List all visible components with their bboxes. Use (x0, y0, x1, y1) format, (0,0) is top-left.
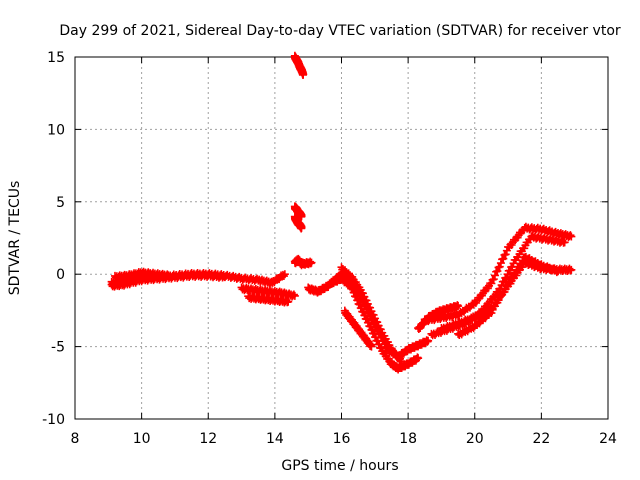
x-tick-label: 12 (199, 431, 217, 447)
data-point (307, 258, 316, 267)
data-point (220, 273, 229, 282)
series-track-g (290, 202, 306, 221)
y-tick-labels: -10 -5 0 5 10 15 (42, 50, 65, 428)
data-point (299, 70, 308, 79)
data-point (567, 232, 576, 241)
y-tick-label: -5 (51, 340, 65, 356)
series-track-h (290, 212, 306, 233)
data-point (493, 267, 502, 276)
data-point (164, 271, 173, 280)
series-track-i (290, 254, 316, 270)
series-track-l (337, 263, 406, 366)
data-point (567, 265, 576, 274)
data-point (496, 259, 505, 268)
series-track-q (454, 252, 563, 339)
series-track-k (327, 273, 423, 374)
x-tick-labels: 8 10 12 14 16 18 20 22 24 (71, 431, 617, 447)
x-tick-label: 14 (266, 431, 284, 447)
data-point (284, 297, 293, 306)
y-axis-title: SDTVAR / TECUs (7, 181, 23, 296)
grid (75, 57, 608, 419)
series-track-e (244, 292, 293, 307)
x-tick-label: 8 (71, 431, 80, 447)
data-point (280, 270, 289, 279)
x-tick-label: 20 (466, 431, 484, 447)
data-point (424, 336, 433, 345)
data-point (560, 238, 569, 247)
series-track-c (110, 267, 173, 282)
x-tick-label: 22 (532, 431, 550, 447)
data-point (279, 272, 288, 281)
data-point (489, 275, 498, 284)
y-tick-label: -10 (42, 412, 65, 428)
data-point (414, 354, 423, 363)
series-track-m (340, 306, 376, 351)
y-tick-label: 10 (47, 122, 65, 138)
data-point (554, 267, 563, 276)
data-point (501, 250, 510, 259)
y-tick-label: 15 (47, 50, 65, 66)
data-point (367, 342, 376, 351)
x-tick-label: 10 (133, 431, 151, 447)
y-tick-label: 5 (56, 195, 65, 211)
x-axis-title: GPS time / hours (281, 458, 398, 474)
data-point (566, 231, 575, 240)
data-point (499, 254, 508, 263)
data-point (290, 291, 299, 300)
chart-title: Day 299 of 2021, Sidereal Day-to-day VTE… (59, 23, 621, 39)
series-track-r (414, 301, 463, 333)
x-tick-label: 18 (399, 431, 417, 447)
y-tick-label: 0 (56, 267, 65, 283)
data-point (297, 223, 306, 232)
data-point (487, 279, 496, 288)
data-point (454, 302, 463, 311)
axis-ticks (74, 56, 609, 420)
data-point (495, 262, 504, 271)
data-point (163, 270, 172, 279)
data-point (397, 357, 406, 366)
data-point (289, 290, 298, 299)
series-track-d (237, 283, 299, 301)
data-point (490, 271, 499, 280)
series-track-f (290, 51, 308, 79)
series-track-o (427, 231, 569, 340)
series-track-n (420, 222, 576, 326)
x-tick-label: 16 (333, 431, 351, 447)
data-points (107, 51, 576, 374)
x-tick-label: 24 (599, 431, 617, 447)
